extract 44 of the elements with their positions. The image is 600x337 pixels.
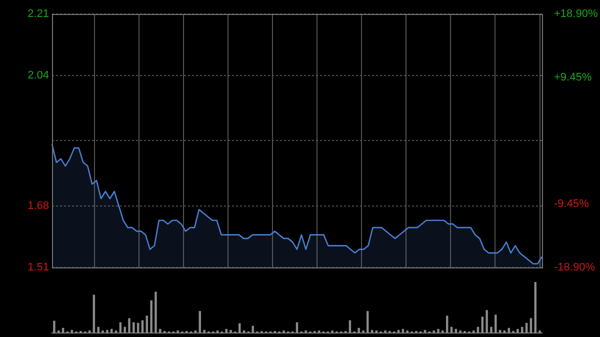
- bar: [366, 311, 369, 333]
- bar: [437, 328, 440, 333]
- bar: [92, 294, 96, 333]
- y-tick-label: 1.68: [28, 200, 49, 212]
- bar: [538, 330, 541, 333]
- bar: [358, 328, 360, 333]
- bar: [106, 330, 108, 333]
- bar: [230, 330, 232, 333]
- bar: [442, 330, 444, 333]
- bar: [432, 330, 435, 333]
- bar: [481, 316, 484, 333]
- bar: [530, 318, 532, 333]
- bar: [97, 326, 100, 333]
- bar: [362, 330, 364, 333]
- y-tick-label: 2.21: [28, 8, 49, 20]
- y2-tick-label: +18.90%: [554, 8, 598, 20]
- y2-tick-label: -9.45%: [554, 198, 590, 210]
- bar: [384, 330, 386, 333]
- bar: [132, 322, 135, 333]
- bar: [154, 292, 157, 333]
- bar: [304, 330, 307, 333]
- bar: [534, 282, 536, 333]
- bar: [124, 326, 126, 333]
- y-tick-label: 1.51: [28, 261, 49, 274]
- bar: [128, 318, 130, 333]
- bar: [102, 330, 104, 333]
- bar: [146, 316, 148, 333]
- bar: [494, 314, 497, 333]
- bar: [490, 326, 492, 333]
- bar: [203, 330, 206, 333]
- bar: [446, 316, 448, 333]
- bar: [53, 320, 56, 333]
- y-tick-label: 2.04: [28, 70, 49, 82]
- bar: [331, 330, 334, 333]
- bar: [459, 330, 462, 333]
- bar: [198, 311, 201, 333]
- bar: [516, 328, 519, 333]
- bar: [486, 310, 488, 333]
- bar: [282, 330, 285, 333]
- bar: [176, 330, 179, 333]
- y2-tick-label: -18.90%: [554, 261, 596, 274]
- bar: [159, 328, 162, 333]
- bar: [150, 300, 152, 333]
- y2-tick-label: +9.45%: [554, 71, 592, 84]
